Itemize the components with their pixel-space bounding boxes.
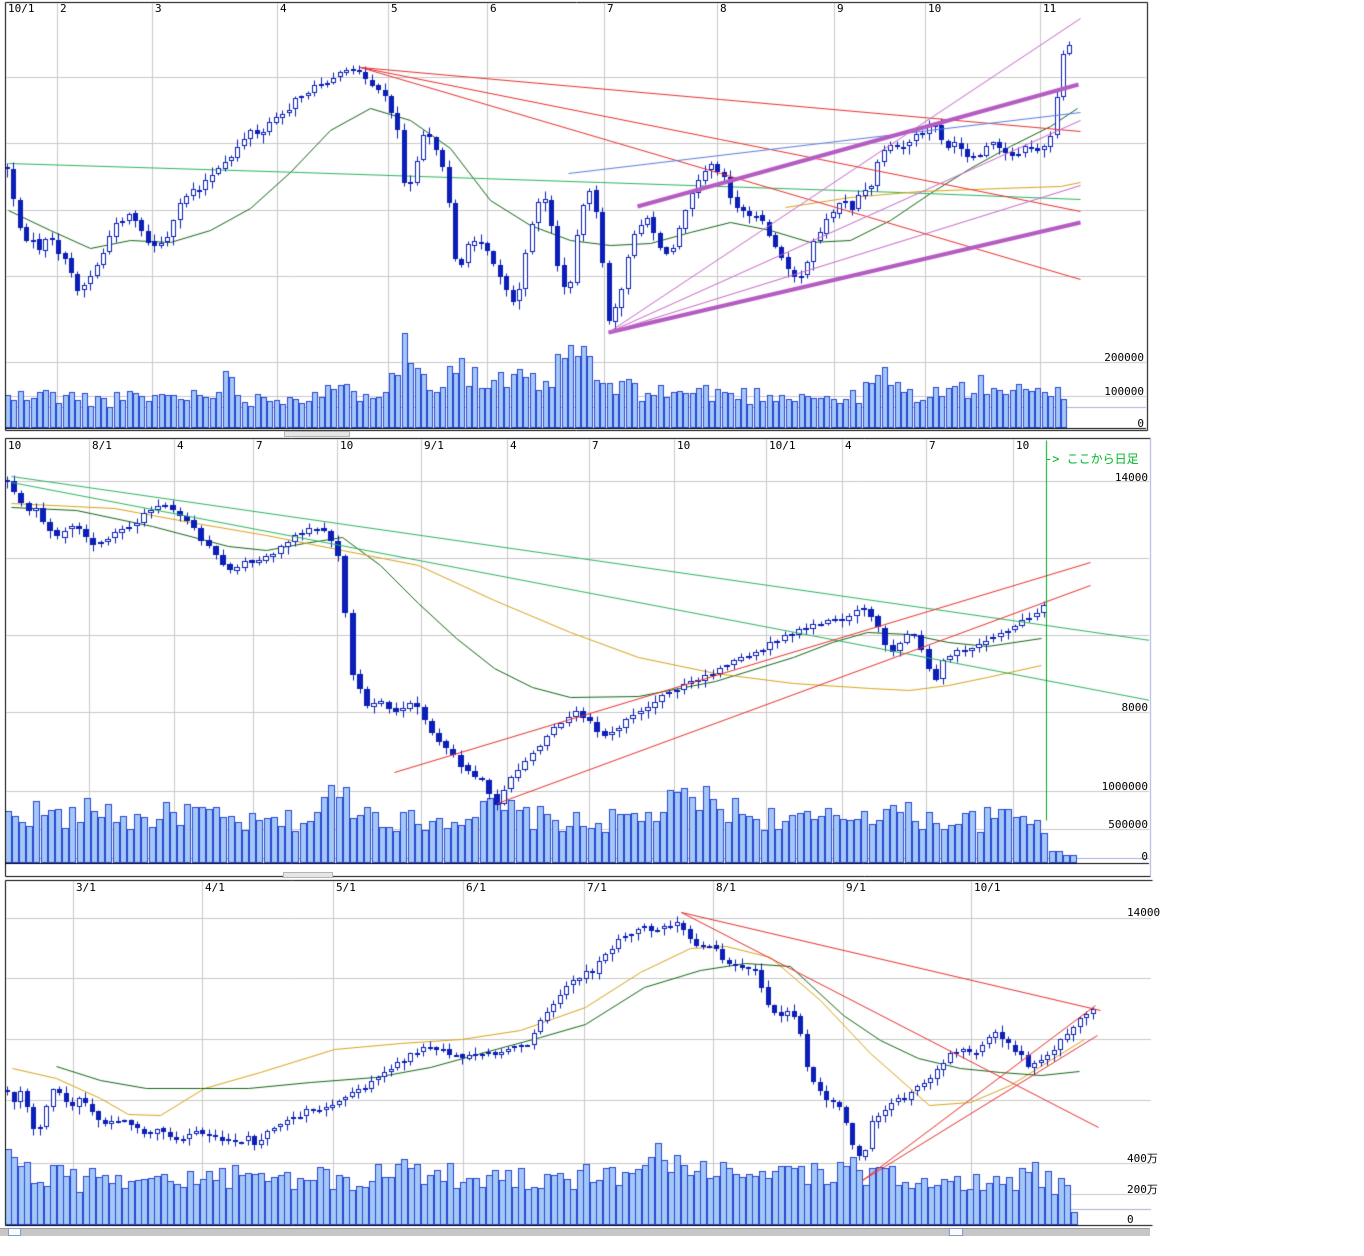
y-axis-label: 0 xyxy=(1141,850,1148,863)
y-axis-label: 0 xyxy=(1127,1213,1134,1226)
x-axis-label: 7 xyxy=(256,439,263,452)
x-axis-label: 10 xyxy=(928,2,942,15)
x-axis-label: 4 xyxy=(845,439,852,452)
x-axis-label: 9 xyxy=(837,2,844,15)
x-axis-label: 6/1 xyxy=(466,881,486,894)
daily-from-here-annotation: -> ここから日足 xyxy=(1045,452,1139,466)
y-axis-label: 400万 xyxy=(1127,1152,1158,1165)
x-axis-label: 4 xyxy=(510,439,517,452)
y-axis-label: 8000 xyxy=(1121,701,1149,714)
x-axis-label: 4 xyxy=(280,2,287,15)
x-axis-label: 9/1 xyxy=(846,881,866,894)
y-axis-label: 100000 xyxy=(1104,385,1144,398)
x-axis-label: 8/1 xyxy=(92,439,112,452)
y-axis-label: 0 xyxy=(1137,417,1144,430)
y-axis-label: 200万 xyxy=(1127,1183,1158,1196)
x-axis-label: 5/1 xyxy=(336,881,356,894)
x-axis-label: 10 xyxy=(340,439,354,452)
x-axis-label: 10 xyxy=(677,439,691,452)
x-axis-label: 6 xyxy=(490,2,497,15)
x-axis-label: 10/1 xyxy=(769,439,796,452)
x-axis-label: 2 xyxy=(60,2,67,15)
panel-splitter-handle-top[interactable] xyxy=(284,431,350,437)
x-axis-label: 8 xyxy=(720,2,727,15)
x-axis-label: 5 xyxy=(391,2,398,15)
scrollbar-thumb-right[interactable] xyxy=(949,1228,963,1236)
x-axis-label: 11 xyxy=(1043,2,1057,15)
scrollbar-thumb-left[interactable] xyxy=(8,1228,21,1236)
x-axis-label: 7 xyxy=(607,2,614,15)
x-axis-label: 10 xyxy=(1016,439,1030,452)
y-axis-label: 200000 xyxy=(1104,351,1144,364)
panel-splitter-handle-bottom[interactable] xyxy=(283,872,333,878)
x-axis-label: 8/1 xyxy=(716,881,736,894)
x-axis-label: 3/1 xyxy=(76,881,96,894)
y-axis-label: 14000 xyxy=(1127,906,1161,919)
x-axis-label: 4 xyxy=(177,439,184,452)
x-axis-label: 4/1 xyxy=(205,881,225,894)
x-axis-label: 10/1 xyxy=(8,2,35,15)
x-axis-label: 7 xyxy=(929,439,936,452)
x-axis-label: 10 xyxy=(8,439,22,452)
x-axis-label: 9/1 xyxy=(424,439,444,452)
horizontal-scrollbar-track[interactable] xyxy=(0,1228,1150,1236)
x-axis-label: 3 xyxy=(155,2,162,15)
x-axis-label: 7/1 xyxy=(587,881,607,894)
x-axis-label: 7 xyxy=(592,439,599,452)
x-axis-label: 10/1 xyxy=(974,881,1001,894)
y-axis-label: 500000 xyxy=(1108,818,1148,831)
y-axis-label: 1000000 xyxy=(1101,780,1148,793)
y-axis-label: 14000 xyxy=(1114,471,1148,484)
